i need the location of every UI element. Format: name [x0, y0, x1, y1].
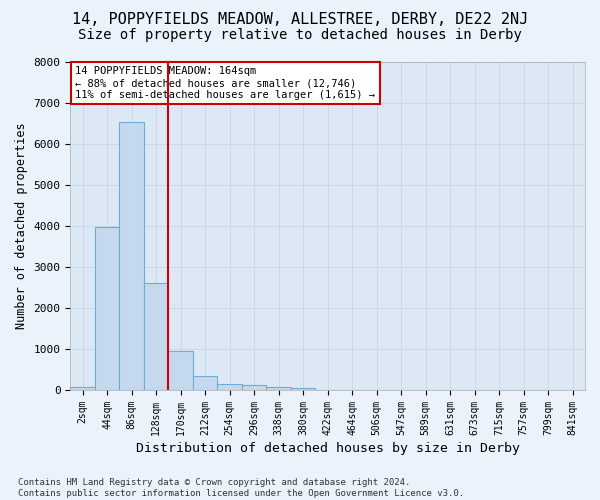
- Y-axis label: Number of detached properties: Number of detached properties: [15, 122, 28, 329]
- Bar: [169, 352, 193, 390]
- X-axis label: Distribution of detached houses by size in Derby: Distribution of detached houses by size …: [136, 442, 520, 455]
- Text: 14, POPPYFIELDS MEADOW, ALLESTREE, DERBY, DE22 2NJ: 14, POPPYFIELDS MEADOW, ALLESTREE, DERBY…: [72, 12, 528, 28]
- Bar: [95, 227, 119, 390]
- Bar: [266, 387, 291, 390]
- Bar: [70, 387, 95, 390]
- Bar: [119, 122, 144, 390]
- Bar: [217, 384, 242, 390]
- Bar: [193, 376, 217, 390]
- Bar: [242, 385, 266, 390]
- Text: 14 POPPYFIELDS MEADOW: 164sqm
← 88% of detached houses are smaller (12,746)
11% : 14 POPPYFIELDS MEADOW: 164sqm ← 88% of d…: [76, 66, 376, 100]
- Text: Contains HM Land Registry data © Crown copyright and database right 2024.
Contai: Contains HM Land Registry data © Crown c…: [18, 478, 464, 498]
- Text: Size of property relative to detached houses in Derby: Size of property relative to detached ho…: [78, 28, 522, 42]
- Bar: [291, 388, 316, 390]
- Bar: [144, 283, 169, 390]
